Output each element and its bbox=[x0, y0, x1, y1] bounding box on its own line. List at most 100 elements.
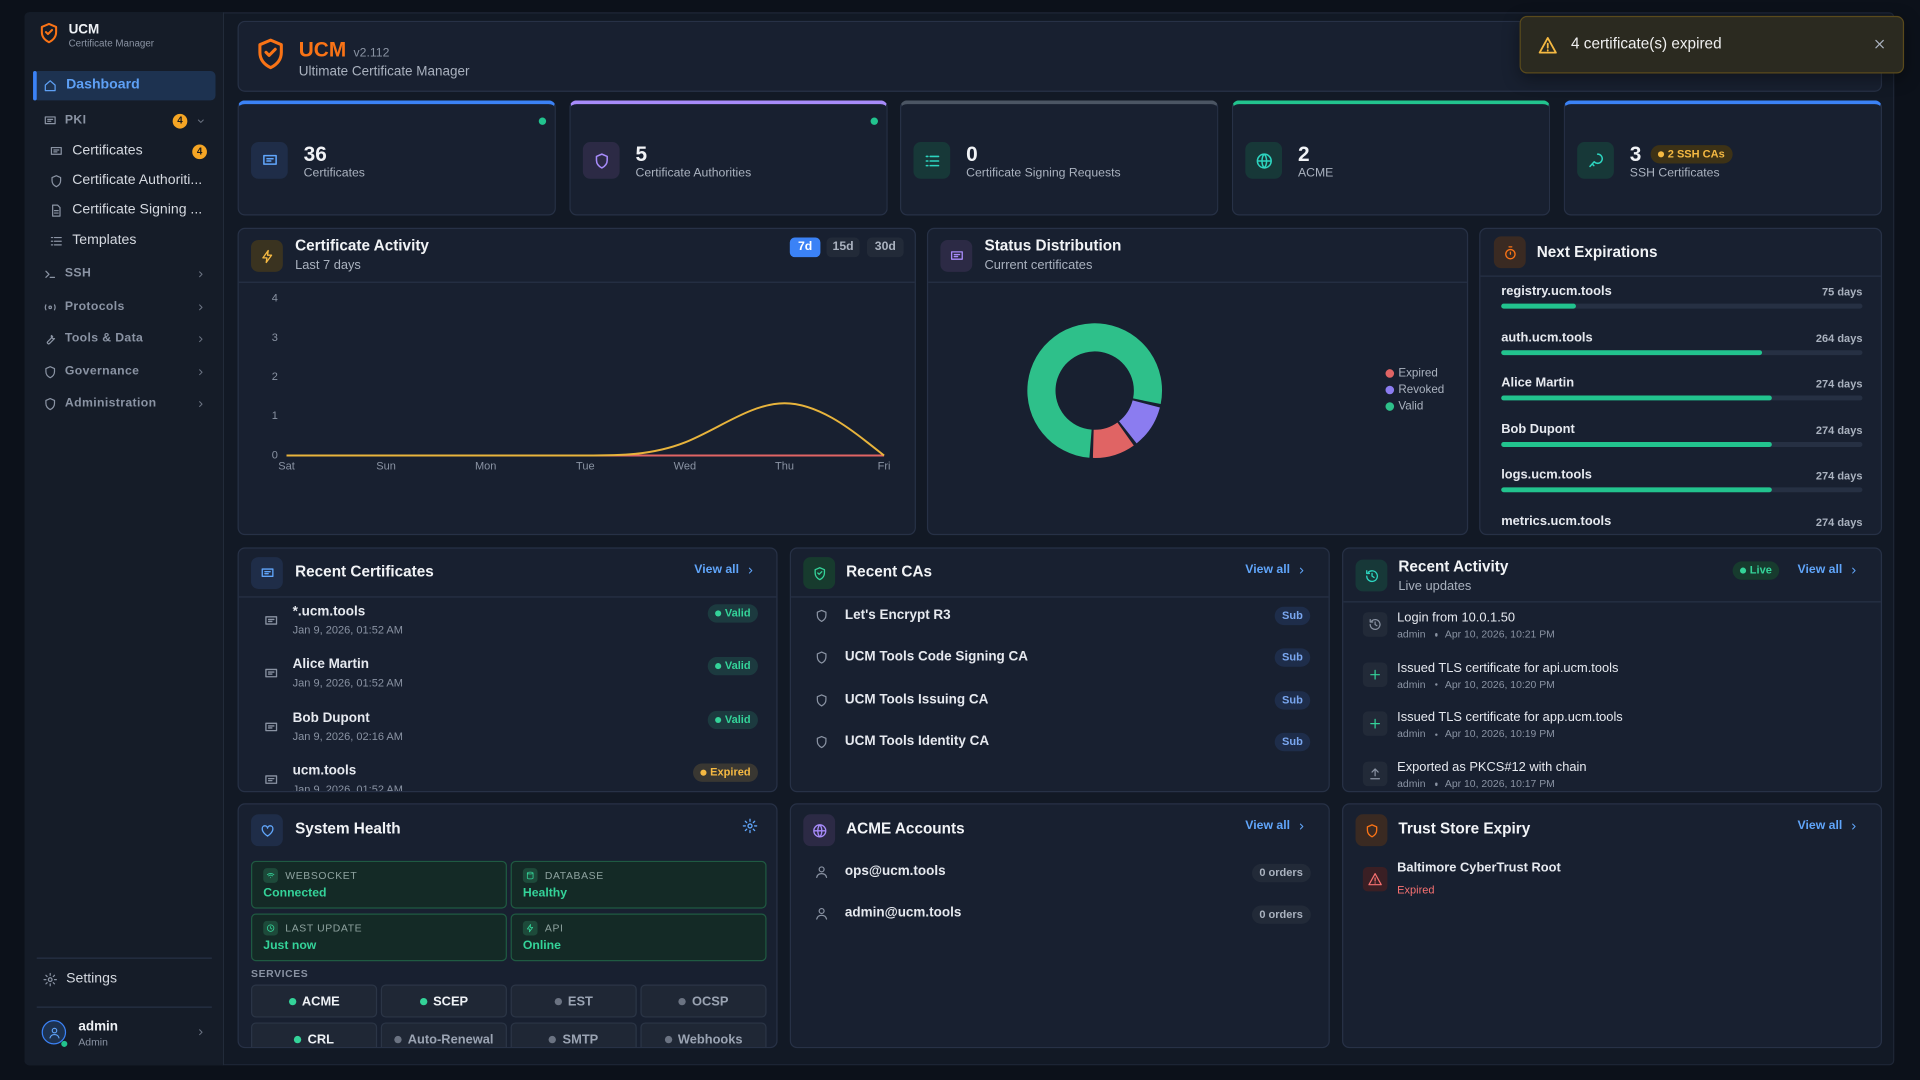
activity-text[interactable]: Exported as PKCS#12 with chain bbox=[1397, 760, 1587, 775]
view-all-link[interactable]: View all bbox=[694, 563, 739, 577]
stat-card[interactable]: 2 ACME bbox=[1231, 100, 1551, 216]
range-button[interactable]: 7d bbox=[789, 237, 821, 258]
nav-item[interactable]: Administration bbox=[64, 396, 157, 411]
expiration-name[interactable]: metrics.ucm.tools bbox=[1501, 513, 1612, 529]
activity-text[interactable]: Login from 10.0.1.50 bbox=[1397, 610, 1516, 626]
nav-item[interactable]: Certificate Signing ... bbox=[72, 202, 203, 218]
activity-text[interactable]: Issued TLS certificate for api.ucm.tools bbox=[1397, 660, 1619, 676]
icon[interactable] bbox=[196, 302, 206, 312]
range-label[interactable]: 15d bbox=[832, 240, 854, 254]
nav-settings[interactable]: Settings bbox=[66, 971, 118, 987]
icon-glyph bbox=[40, 22, 58, 44]
health-label: WEBSOCKET bbox=[285, 869, 358, 882]
icon[interactable] bbox=[1872, 37, 1887, 52]
icon[interactable] bbox=[742, 818, 758, 834]
stat-card[interactable]: 0 Certificate Signing Requests bbox=[900, 100, 1219, 216]
nav-item[interactable]: Protocols bbox=[64, 300, 125, 314]
account-email[interactable]: admin@ucm.tools bbox=[844, 905, 962, 921]
nav-item[interactable]: SSH bbox=[64, 266, 92, 281]
icon[interactable] bbox=[196, 399, 206, 409]
stat-card[interactable]: 36 Certificates bbox=[237, 100, 556, 216]
ca-name[interactable]: UCM Tools Identity CA bbox=[844, 733, 990, 749]
service-chip[interactable]: ACME bbox=[251, 984, 378, 1018]
icon[interactable] bbox=[49, 203, 64, 218]
icon[interactable] bbox=[1849, 822, 1859, 832]
nav-item[interactable]: Governance bbox=[64, 364, 140, 379]
icon[interactable] bbox=[1297, 822, 1307, 832]
icon-glyph bbox=[816, 908, 828, 920]
certificate-name[interactable]: *.ucm.tools bbox=[292, 604, 366, 619]
view-all-link[interactable]: View all bbox=[1797, 563, 1843, 577]
icon[interactable] bbox=[49, 174, 64, 189]
icon[interactable] bbox=[43, 397, 58, 412]
user-name[interactable]: admin bbox=[78, 1019, 119, 1035]
recent-certificates-card: Recent Certificates View all *.ucm.tools Ja… bbox=[237, 547, 778, 793]
service-chip[interactable]: Webhooks bbox=[640, 1022, 767, 1047]
view-all-link[interactable]: View all bbox=[1245, 819, 1291, 833]
icon[interactable] bbox=[1849, 566, 1859, 576]
service-chip[interactable]: EST bbox=[510, 984, 637, 1018]
icon-glyph bbox=[1504, 245, 1516, 259]
icon[interactable] bbox=[49, 234, 64, 249]
range-button[interactable]: 15d bbox=[826, 237, 860, 258]
toast-message: 4 certificate(s) expired bbox=[1571, 35, 1722, 53]
stat-card[interactable]: 3 SSH Certificates 2 SSH CAs bbox=[1563, 100, 1883, 216]
service-chip[interactable]: CRL bbox=[251, 1022, 378, 1047]
service-chip[interactable]: Auto-Renewal bbox=[380, 1022, 507, 1047]
donut-slice[interactable] bbox=[1119, 400, 1160, 444]
nav-item[interactable]: Tools & Data bbox=[64, 331, 144, 346]
icon[interactable] bbox=[196, 334, 206, 344]
icon[interactable] bbox=[196, 269, 206, 279]
expiration-days: 264 days bbox=[1815, 331, 1863, 345]
icon[interactable] bbox=[43, 78, 58, 93]
icon[interactable] bbox=[43, 300, 58, 315]
icon[interactable] bbox=[746, 566, 756, 576]
icon[interactable] bbox=[196, 367, 206, 377]
expiration-name[interactable]: Bob Dupont bbox=[1501, 421, 1575, 437]
service-status-dot bbox=[419, 997, 427, 1005]
icon[interactable] bbox=[43, 267, 58, 282]
expiration-name[interactable]: registry.ucm.tools bbox=[1501, 283, 1612, 299]
certificate-name[interactable]: Alice Martin bbox=[292, 657, 370, 672]
nav-item[interactable]: Templates bbox=[72, 232, 137, 248]
range-label[interactable]: 7d bbox=[797, 240, 813, 254]
icon[interactable] bbox=[43, 365, 58, 380]
icon[interactable] bbox=[1297, 566, 1307, 576]
icon[interactable] bbox=[43, 114, 58, 129]
nav-item[interactable]: Certificates bbox=[72, 143, 143, 159]
ca-name[interactable]: UCM Tools Code Signing CA bbox=[844, 649, 1028, 665]
service-chip[interactable]: SMTP bbox=[510, 1022, 637, 1047]
stat-card[interactable]: 5 Certificate Authorities bbox=[569, 100, 888, 216]
ca-name[interactable]: UCM Tools Issuing CA bbox=[844, 691, 989, 707]
range-button[interactable]: 30d bbox=[866, 237, 904, 258]
service-chip[interactable]: OCSP bbox=[640, 984, 767, 1018]
range-label[interactable]: 30d bbox=[874, 240, 896, 254]
activity-text[interactable]: Issued TLS certificate for app.ucm.tools bbox=[1397, 710, 1623, 726]
expiration-name[interactable]: Alice Martin bbox=[1501, 375, 1575, 391]
view-all-link[interactable]: View all bbox=[1797, 819, 1843, 833]
expiration-name[interactable]: auth.ucm.tools bbox=[1501, 329, 1593, 345]
icon[interactable] bbox=[196, 116, 206, 126]
activity-icon bbox=[1362, 662, 1388, 687]
activity-icon bbox=[1362, 711, 1388, 737]
nav-item[interactable]: Dashboard bbox=[66, 77, 140, 93]
pill-dot bbox=[1657, 151, 1665, 158]
certificate-name[interactable]: Bob Dupont bbox=[292, 710, 370, 726]
icon[interactable] bbox=[43, 972, 58, 987]
expiration-name[interactable]: logs.ucm.tools bbox=[1501, 467, 1592, 483]
nav-item[interactable]: Certificate Authoriti... bbox=[72, 172, 203, 188]
account-email[interactable]: ops@ucm.tools bbox=[844, 863, 946, 879]
icon[interactable] bbox=[43, 332, 58, 347]
certificate-name[interactable]: ucm.tools bbox=[292, 763, 357, 779]
service-chip[interactable]: SCEP bbox=[380, 984, 507, 1018]
icon[interactable] bbox=[49, 144, 64, 159]
view-all-link[interactable]: View all bbox=[1245, 563, 1291, 577]
icon[interactable] bbox=[196, 1027, 206, 1037]
donut-slice[interactable] bbox=[1027, 323, 1163, 458]
nav-badge: 4 bbox=[172, 113, 188, 129]
nav-item[interactable]: PKI bbox=[64, 113, 87, 128]
trust-name[interactable]: Baltimore CyberTrust Root bbox=[1397, 860, 1561, 876]
ca-name[interactable]: Let's Encrypt R3 bbox=[844, 607, 951, 623]
donut-slice[interactable] bbox=[1092, 422, 1134, 458]
